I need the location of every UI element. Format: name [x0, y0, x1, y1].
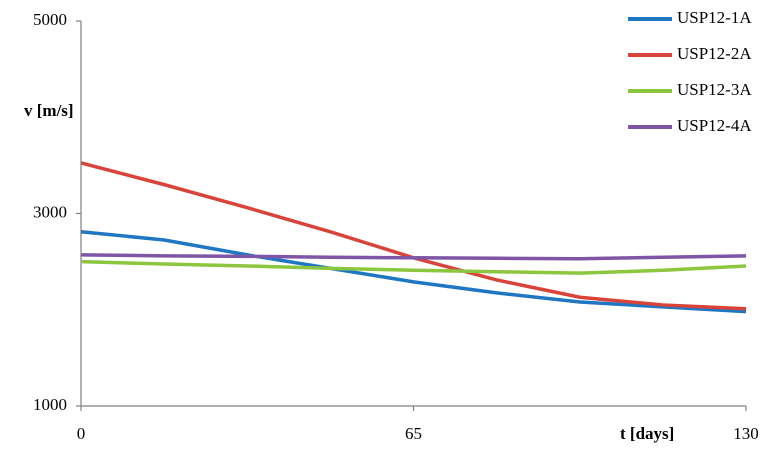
legend-label: USP12-3A	[677, 80, 752, 99]
y-tick-label: 5000	[33, 10, 67, 29]
x-tick-label: 130	[733, 424, 759, 443]
x-tick-label: 0	[77, 424, 86, 443]
series-line	[80, 253, 747, 261]
legend-label: USP12-2A	[677, 44, 752, 63]
legend-label: USP12-4A	[677, 116, 752, 135]
y-axis-label: v [m/s]	[24, 101, 74, 120]
series-line	[80, 259, 747, 275]
y-tick-label: 3000	[33, 202, 67, 221]
y-tick-label: 1000	[33, 395, 67, 414]
legend-label: USP12-1A	[677, 8, 752, 27]
series-line	[80, 230, 747, 314]
x-tick-label: 65	[405, 424, 422, 443]
x-axis-label: t [days]	[620, 424, 674, 443]
series-line	[80, 161, 747, 311]
